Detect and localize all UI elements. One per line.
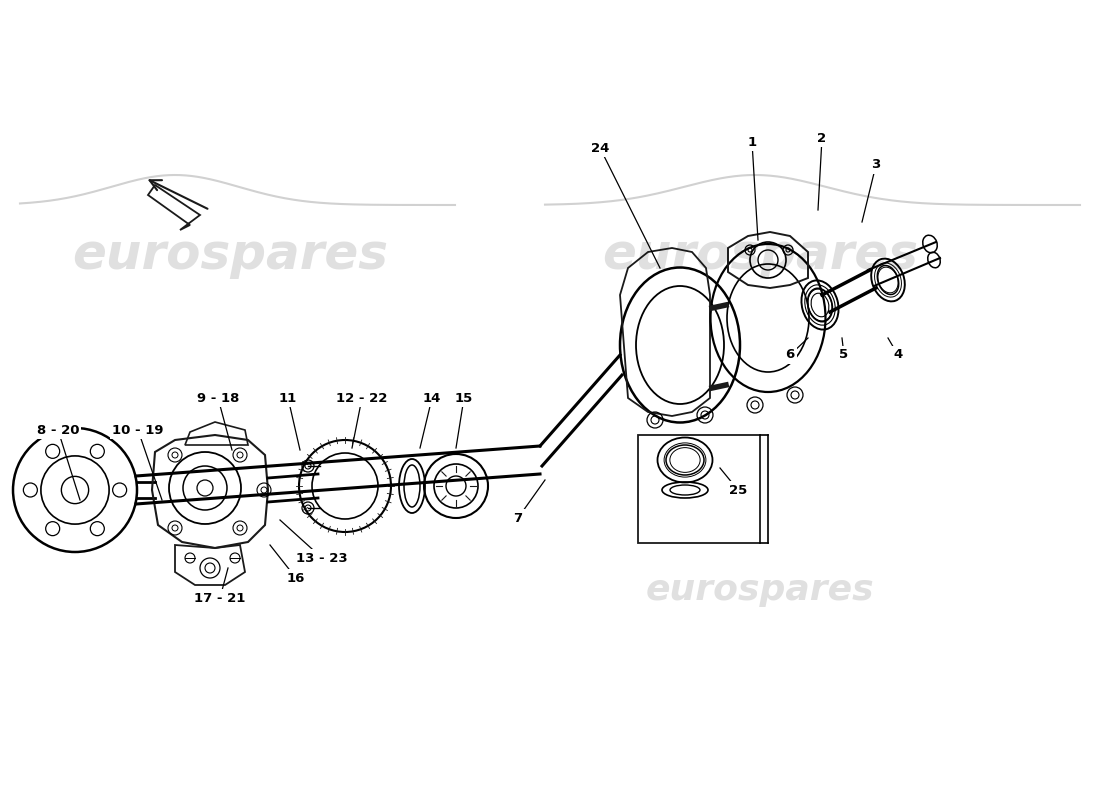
Text: eurospares: eurospares [646, 573, 874, 607]
Text: 9 - 18: 9 - 18 [197, 391, 239, 405]
Text: eurospares: eurospares [602, 231, 918, 279]
Text: 14: 14 [422, 391, 441, 405]
Text: 4: 4 [893, 349, 903, 362]
Text: 6: 6 [785, 349, 794, 362]
Text: 1: 1 [747, 135, 757, 149]
Text: 12 - 22: 12 - 22 [337, 391, 387, 405]
Text: 3: 3 [871, 158, 881, 171]
Text: 13 - 23: 13 - 23 [296, 551, 348, 565]
Text: 2: 2 [817, 131, 826, 145]
Text: 11: 11 [279, 391, 297, 405]
Text: 5: 5 [839, 349, 848, 362]
Text: 10 - 19: 10 - 19 [112, 423, 164, 437]
Text: 16: 16 [287, 571, 305, 585]
Text: 24: 24 [591, 142, 609, 154]
Text: 15: 15 [455, 391, 473, 405]
Text: 8 - 20: 8 - 20 [36, 423, 79, 437]
Text: 25: 25 [729, 483, 747, 497]
Text: 17 - 21: 17 - 21 [195, 591, 245, 605]
Text: eurospares: eurospares [72, 231, 388, 279]
Text: 7: 7 [514, 511, 522, 525]
